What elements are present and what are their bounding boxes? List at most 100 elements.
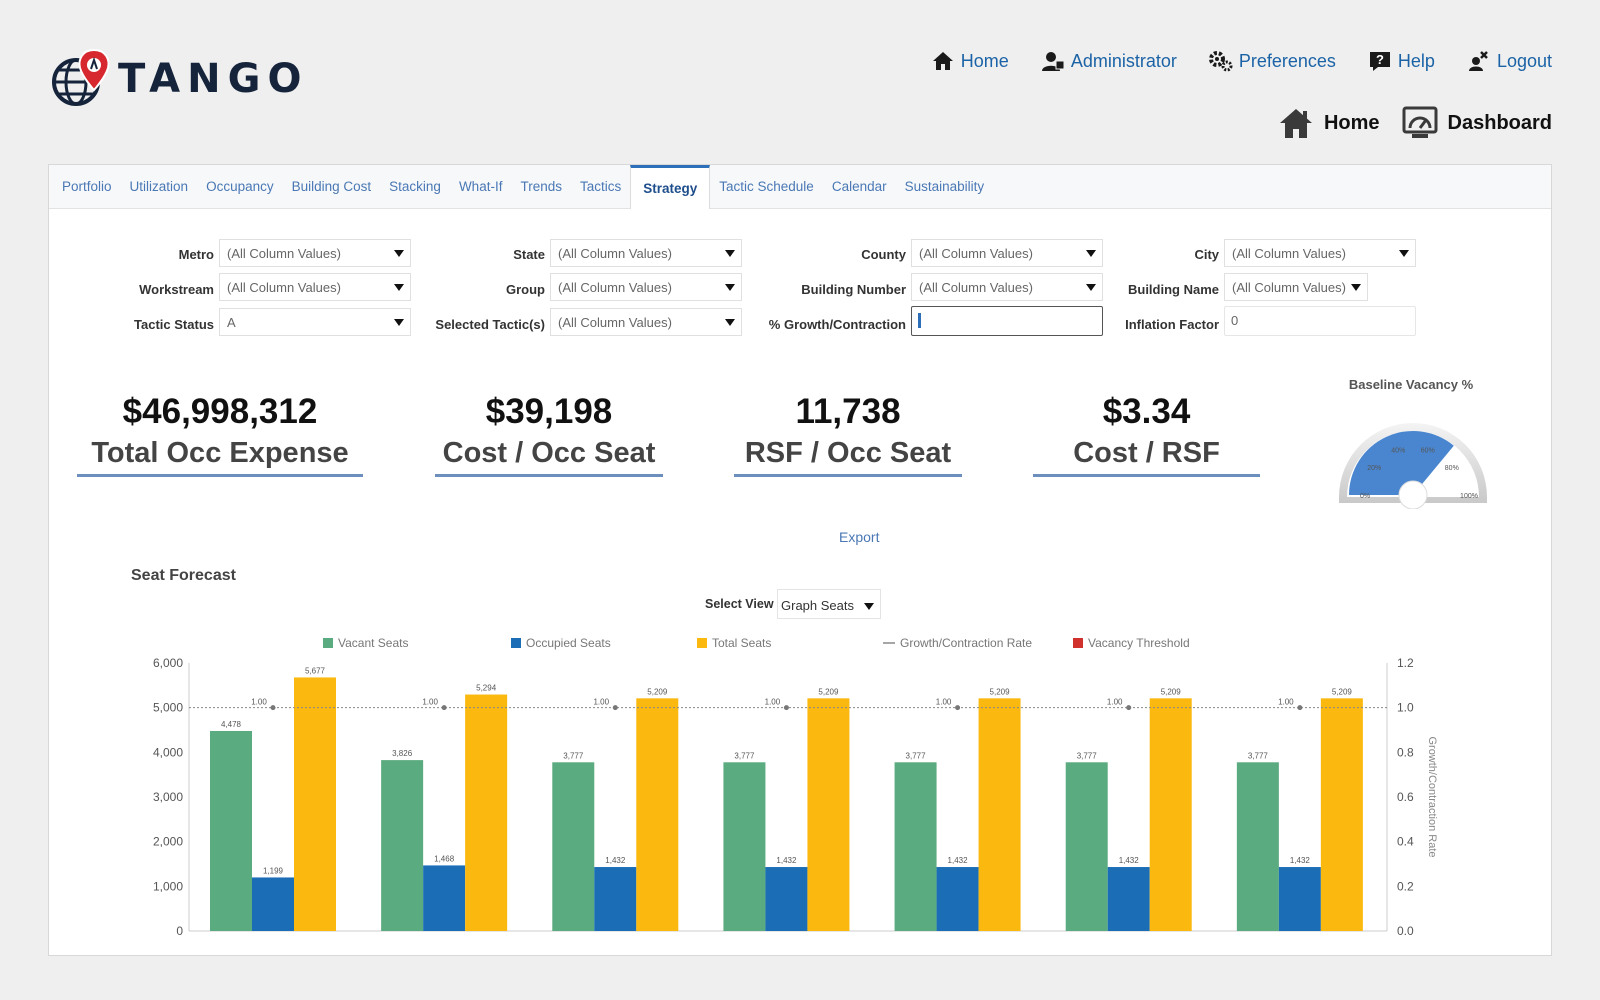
line-point[interactable] xyxy=(612,705,618,711)
gauge-tick-label: 0% xyxy=(1360,493,1370,500)
top-navigation: Home Administrator Preferences ? Help Lo… xyxy=(931,48,1552,74)
county-select[interactable]: (All Column Values) xyxy=(911,239,1103,267)
nav-home-link[interactable]: Home xyxy=(931,49,1009,73)
tab-trends[interactable]: Trends xyxy=(520,179,562,194)
tab-stacking[interactable]: Stacking xyxy=(389,179,441,194)
bar-data-label: 5,209 xyxy=(647,687,668,696)
bar-vacant-seats[interactable] xyxy=(381,760,424,931)
metro-value: (All Column Values) xyxy=(227,246,341,261)
legend-label[interactable]: Growth/Contraction Rate xyxy=(900,636,1032,650)
selected-tactics-select[interactable]: (All Column Values) xyxy=(550,308,742,336)
bar-vacant-seats[interactable] xyxy=(1236,762,1279,931)
bar-total-seats[interactable] xyxy=(636,698,679,931)
legend-label[interactable]: Occupied Seats xyxy=(526,636,611,650)
globe-pin-icon xyxy=(52,48,110,106)
line-point[interactable] xyxy=(270,705,276,711)
subnav-dashboard-link[interactable]: Dashboard xyxy=(1402,106,1552,140)
tab-tactics[interactable]: Tactics xyxy=(579,179,622,194)
metro-select[interactable]: (All Column Values) xyxy=(219,239,411,267)
legend-swatch xyxy=(1073,638,1083,648)
state-value: (All Column Values) xyxy=(558,246,672,261)
legend-swatch xyxy=(511,638,521,648)
bar-vacant-seats[interactable] xyxy=(1065,762,1108,931)
bar-vacant-seats[interactable] xyxy=(894,762,937,931)
bar-total-seats[interactable] xyxy=(1320,698,1363,931)
bar-vacant-seats[interactable] xyxy=(723,762,766,931)
metro-label: Metro xyxy=(178,247,214,262)
bar-data-label: 4,478 xyxy=(221,720,242,729)
home-icon xyxy=(1279,109,1312,138)
bar-vacant-seats[interactable] xyxy=(210,730,252,931)
tactic-status-select[interactable]: A xyxy=(219,308,411,336)
y-tick-label: 3,000 xyxy=(153,790,183,804)
export-link[interactable]: Export xyxy=(839,529,880,545)
building-number-value: (All Column Values) xyxy=(919,280,1033,295)
legend-label[interactable]: Total Seats xyxy=(712,636,771,650)
nav-logout-label: Logout xyxy=(1496,50,1552,71)
nav-preferences-link[interactable]: Preferences xyxy=(1208,49,1336,73)
bar-total-seats[interactable] xyxy=(294,677,336,931)
bar-occupied-seats[interactable] xyxy=(252,877,294,931)
line-point[interactable] xyxy=(1297,705,1303,711)
bar-total-seats[interactable] xyxy=(1149,698,1192,931)
line-data-label: 1.00 xyxy=(593,698,609,707)
nav-help-link[interactable]: ? Help xyxy=(1368,49,1435,73)
tab-utilization[interactable]: Utilization xyxy=(129,179,189,194)
line-point[interactable] xyxy=(783,705,789,711)
kpi-value: 11,738 xyxy=(795,392,901,431)
tab-what-if[interactable]: What-If xyxy=(458,179,503,194)
legend-label[interactable]: Vacancy Threshold xyxy=(1088,636,1190,650)
bar-occupied-seats[interactable] xyxy=(936,867,979,931)
bar-data-label: 3,777 xyxy=(906,751,927,760)
tango-logo[interactable]: TANGO xyxy=(50,48,308,110)
select-view-dropdown[interactable]: Graph Seats xyxy=(777,589,881,619)
kpi-value: $3.34 xyxy=(1102,392,1191,431)
nav-administrator-link[interactable]: Administrator xyxy=(1041,49,1177,73)
tab-sustainability[interactable]: Sustainability xyxy=(904,179,985,194)
bar-occupied-seats[interactable] xyxy=(1107,867,1150,931)
y-tick-label: 2,000 xyxy=(153,835,183,849)
dashboard-icon xyxy=(1402,106,1438,138)
bar-occupied-seats[interactable] xyxy=(1278,867,1321,931)
bar-occupied-seats[interactable] xyxy=(423,865,466,931)
line-point[interactable] xyxy=(1126,705,1132,711)
growth-contraction-input[interactable] xyxy=(911,306,1103,336)
group-select[interactable]: (All Column Values) xyxy=(550,273,742,301)
kpi-label: Cost / Occ Seat xyxy=(442,437,656,469)
state-label: State xyxy=(513,247,545,262)
state-select[interactable]: (All Column Values) xyxy=(550,239,742,267)
tab-occupancy[interactable]: Occupancy xyxy=(206,179,274,194)
subnav-home-link[interactable]: Home xyxy=(1278,106,1380,140)
bar-vacant-seats[interactable] xyxy=(552,762,595,931)
tab-portfolio[interactable]: Portfolio xyxy=(62,179,112,194)
bar-total-seats[interactable] xyxy=(807,698,850,931)
city-select[interactable]: (All Column Values) xyxy=(1224,239,1416,267)
building-name-select[interactable]: (All Column Values) xyxy=(1224,273,1368,301)
tab-tactic-schedule[interactable]: Tactic Schedule xyxy=(719,179,814,194)
building-number-select[interactable]: (All Column Values) xyxy=(911,273,1103,301)
kpi-value: $39,198 xyxy=(485,392,613,431)
nav-logout-link[interactable]: Logout xyxy=(1467,49,1552,73)
legend-label[interactable]: Vacant Seats xyxy=(338,636,409,650)
workstream-select[interactable]: (All Column Values) xyxy=(219,273,411,301)
bar-total-seats[interactable] xyxy=(978,698,1021,931)
gauge-fill xyxy=(1349,431,1454,495)
kpi-underline xyxy=(1033,474,1260,477)
inflation-factor-input[interactable]: 0 xyxy=(1224,306,1416,336)
dropdown-arrow-icon xyxy=(394,319,404,326)
kpi-value: $46,998,312 xyxy=(122,392,318,431)
tab-building-cost[interactable]: Building Cost xyxy=(291,179,372,194)
kpi-cost-per-rsf: $3.34 Cost / RSF xyxy=(1033,391,1260,477)
line-point[interactable] xyxy=(955,705,961,711)
tab-calendar[interactable]: Calendar xyxy=(831,179,887,194)
secondary-navigation: Home Dashboard xyxy=(1278,106,1552,140)
y2-tick-label: 0.6 xyxy=(1397,790,1414,804)
bar-occupied-seats[interactable] xyxy=(594,867,637,931)
bar-occupied-seats[interactable] xyxy=(765,867,808,931)
line-point[interactable] xyxy=(441,705,447,711)
bar-data-label: 5,209 xyxy=(990,687,1011,696)
bar-total-seats[interactable] xyxy=(465,694,508,931)
bar-data-label: 1,432 xyxy=(948,856,969,865)
tab-strategy[interactable]: Strategy xyxy=(630,165,711,209)
county-value: (All Column Values) xyxy=(919,246,1033,261)
